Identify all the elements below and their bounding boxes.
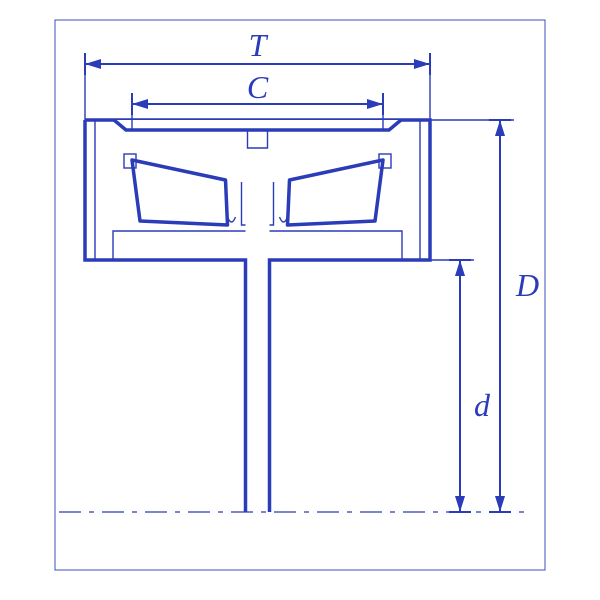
dimension-D: D bbox=[430, 120, 539, 512]
drawing-frame bbox=[55, 20, 545, 570]
label-C: C bbox=[247, 69, 269, 105]
label-T: T bbox=[249, 27, 269, 63]
label-d: d bbox=[474, 387, 491, 423]
dimension-d: d bbox=[430, 260, 491, 512]
dimension-lines: T C D d bbox=[85, 27, 539, 512]
label-D: D bbox=[515, 267, 539, 303]
bearing-cross-section bbox=[85, 120, 430, 512]
